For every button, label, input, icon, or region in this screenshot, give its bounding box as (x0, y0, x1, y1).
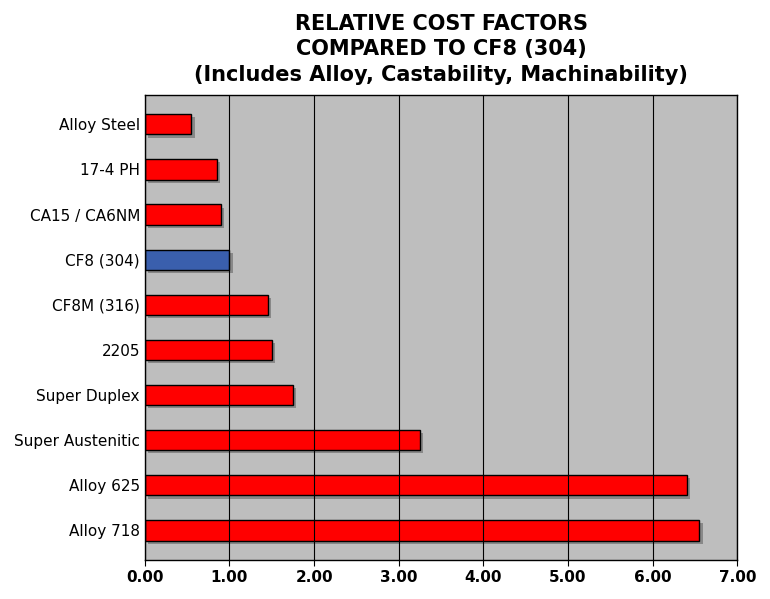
Bar (145, 295, 267, 315)
Bar (145, 159, 216, 180)
Bar (148, 253, 233, 273)
Bar (145, 385, 293, 405)
Bar (148, 433, 424, 453)
Bar (145, 475, 687, 495)
Bar (145, 204, 221, 225)
Bar (145, 114, 191, 134)
Bar (148, 207, 224, 228)
Bar (145, 520, 699, 540)
Bar (148, 298, 271, 318)
Bar (145, 250, 229, 270)
Bar (148, 343, 275, 363)
Bar (145, 340, 272, 360)
Bar (148, 388, 296, 409)
Bar (148, 162, 220, 183)
Bar (148, 524, 703, 544)
Bar (145, 430, 420, 450)
Bar (148, 117, 195, 138)
Title: RELATIVE COST FACTORS
COMPARED TO CF8 (304)
(Includes Alloy, Castability, Machin: RELATIVE COST FACTORS COMPARED TO CF8 (3… (194, 14, 688, 85)
Bar (148, 478, 690, 498)
